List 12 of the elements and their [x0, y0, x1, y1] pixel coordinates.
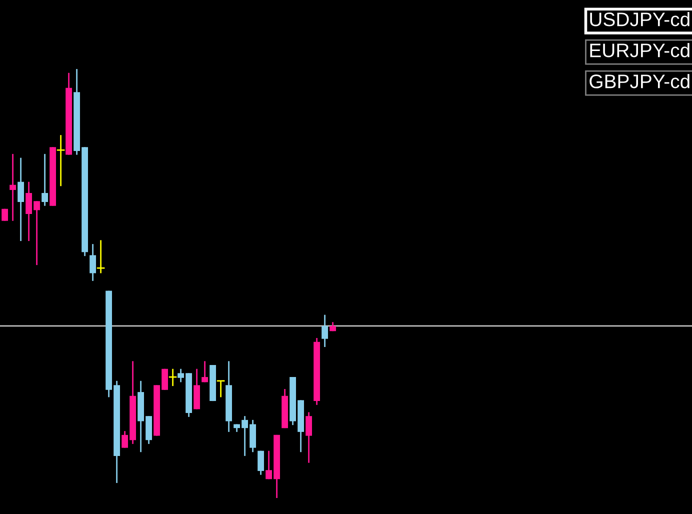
text: GBPJPY-cd — [590, 74, 690, 88]
candlestick — [10, 153, 16, 222]
candlestick — [306, 412, 312, 464]
candlestick — [42, 153, 48, 207]
candlestick — [322, 314, 328, 348]
candlestick — [258, 450, 264, 476]
candlestick — [2, 208, 8, 222]
text: EURJPY-cd — [590, 43, 690, 58]
text: USDJPY-cd — [590, 12, 690, 26]
candlestick — [202, 360, 208, 383]
candlestick — [18, 157, 24, 242]
candlestick — [90, 243, 96, 282]
